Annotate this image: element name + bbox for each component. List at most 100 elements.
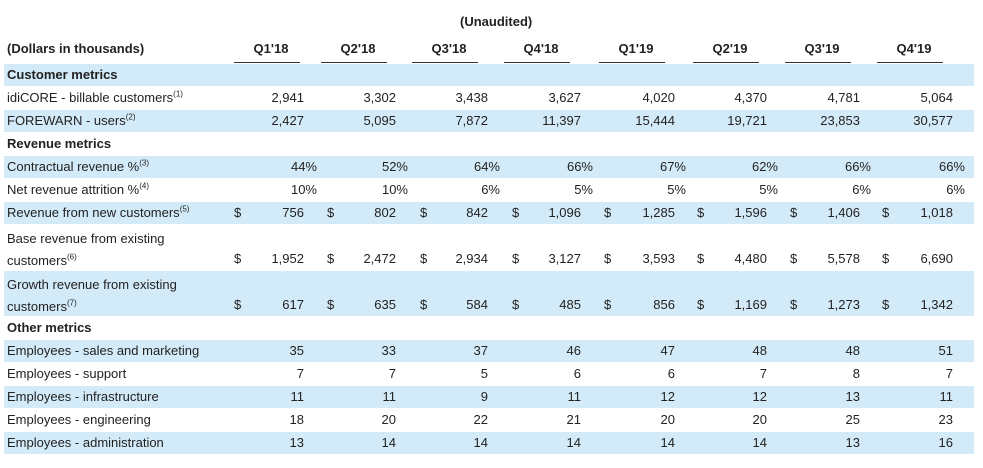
table-cell: 4,370 [734, 90, 767, 105]
table-row: Contractual revenue %(3) 44% 52% 64% 66% 67% 6… [4, 156, 974, 178]
table-cell: 7 [945, 366, 953, 381]
currency-symbol: $ [790, 251, 798, 266]
table-cell: 9 [480, 389, 488, 404]
table-cell: 4,781 [827, 90, 860, 105]
unaudited-label: (Unaudited) [460, 14, 533, 29]
table-cell: 20 [381, 412, 396, 427]
table-cell: 14 [381, 435, 396, 450]
quarter-header: Q2'18 [340, 41, 376, 56]
header-underline [412, 62, 478, 63]
table-cell: 30,577 [913, 113, 953, 128]
currency-symbol: $ [604, 205, 612, 220]
footnote-marker: (5) [179, 204, 190, 214]
table-cell: 5% [574, 182, 593, 197]
table-cell: 1,285 [642, 205, 675, 220]
table-cell: 2,472 [363, 251, 396, 266]
table-row: FOREWARN - users(2) 2,427 5,095 7,872 11,397… [4, 110, 974, 132]
row-label: Employees - infrastructure [7, 389, 159, 404]
table-cell: 18 [289, 412, 304, 427]
row-label: Employees - administration [7, 435, 164, 450]
table-cell: 1,018 [920, 205, 953, 220]
table-cell: 13 [845, 435, 860, 450]
table-cell: 1,406 [827, 205, 860, 220]
table-cell: 7 [296, 366, 304, 381]
footnote-marker: (3) [139, 158, 150, 168]
currency-symbol: $ [882, 205, 890, 220]
table-cell: 13 [289, 435, 304, 450]
table-cell: 66% [566, 159, 593, 174]
currency-symbol: $ [790, 297, 798, 312]
table-cell: 12 [752, 389, 767, 404]
currency-symbol: $ [697, 297, 705, 312]
table-cell: 47 [660, 343, 675, 358]
table-cell: 15,444 [635, 113, 675, 128]
table-cell: 6% [946, 182, 965, 197]
row-label: Net revenue attrition %(4) [7, 181, 150, 197]
table-row: Employees - infrastructure 11 11 9 11 12 12 13 1… [4, 386, 974, 408]
table-cell: 1,169 [734, 297, 767, 312]
row-label: Revenue from new customers(5) [7, 204, 190, 220]
currency-symbol: $ [604, 297, 612, 312]
table-cell: 52% [381, 159, 408, 174]
footnote-marker: (6) [66, 252, 77, 262]
table-cell: 62% [751, 159, 778, 174]
quarter-header: Q1'18 [253, 41, 289, 56]
table-cell: 48 [845, 343, 860, 358]
section-label: Revenue metrics [7, 136, 112, 151]
table-cell: 13 [845, 389, 860, 404]
table-cell: 802 [374, 205, 396, 220]
table-cell: 12 [660, 389, 675, 404]
currency-symbol: $ [234, 205, 242, 220]
footnote-marker: (1) [173, 89, 183, 99]
currency-symbol: $ [882, 251, 890, 266]
table-cell: 5,095 [363, 113, 396, 128]
currency-symbol: $ [697, 205, 705, 220]
header-underline [234, 62, 300, 63]
footnote-marker: (7) [66, 298, 77, 308]
table-row: Base revenue from existing customers(6) $1… [4, 225, 974, 270]
table-cell: 25 [845, 412, 860, 427]
table-cell: 5,064 [920, 90, 953, 105]
table-cell: 20 [660, 412, 675, 427]
section-label: Customer metrics [7, 67, 118, 82]
table-row: Employees - sales and marketing 35 33 37 46 4… [4, 340, 974, 362]
row-label: Base revenue from existing customers(6) [7, 231, 165, 268]
section-label: Other metrics [7, 320, 92, 335]
currency-symbol: $ [327, 251, 335, 266]
currency-symbol: $ [512, 205, 520, 220]
table-cell: 14 [660, 435, 675, 450]
table-cell: 4,480 [734, 251, 767, 266]
header-underline [504, 62, 570, 63]
quarter-header: Q1'19 [618, 41, 654, 56]
table-cell: 11 [290, 389, 305, 404]
table-cell: 7 [759, 366, 767, 381]
footnote-marker: (2) [125, 112, 136, 122]
table-cell: 1,273 [827, 297, 860, 312]
table-cell: 1,952 [271, 251, 304, 266]
table-cell: 842 [466, 205, 488, 220]
table-cell: 16 [938, 435, 953, 450]
table-cell: 23 [938, 412, 953, 427]
table-cell: 6% [852, 182, 871, 197]
currency-symbol: $ [420, 297, 428, 312]
table-cell: 64% [473, 159, 500, 174]
quarter-header: Q2'19 [712, 41, 748, 56]
currency-symbol: $ [420, 251, 428, 266]
quarter-header: Q4'18 [523, 41, 559, 56]
table-cell: 11 [939, 389, 954, 404]
table-cell: 3,627 [548, 90, 581, 105]
table-cell: 22 [473, 412, 488, 427]
table-cell: 3,593 [642, 251, 675, 266]
table-cell: 6 [573, 366, 581, 381]
quarter-header: Q3'18 [431, 41, 467, 56]
row-label: Growth revenue from existing customers(7) [7, 277, 177, 314]
section-header-row: Other metrics [4, 317, 974, 339]
section-header-row: Customer metrics [4, 64, 974, 86]
row-label: Contractual revenue %(3) [7, 158, 150, 174]
table-cell: 11 [382, 389, 397, 404]
table-cell: 5% [667, 182, 686, 197]
table-row: Growth revenue from existing customers(7)… [4, 271, 974, 316]
table-cell: 14 [473, 435, 488, 450]
table-cell: 1,342 [920, 297, 953, 312]
table-cell: 8 [852, 366, 860, 381]
